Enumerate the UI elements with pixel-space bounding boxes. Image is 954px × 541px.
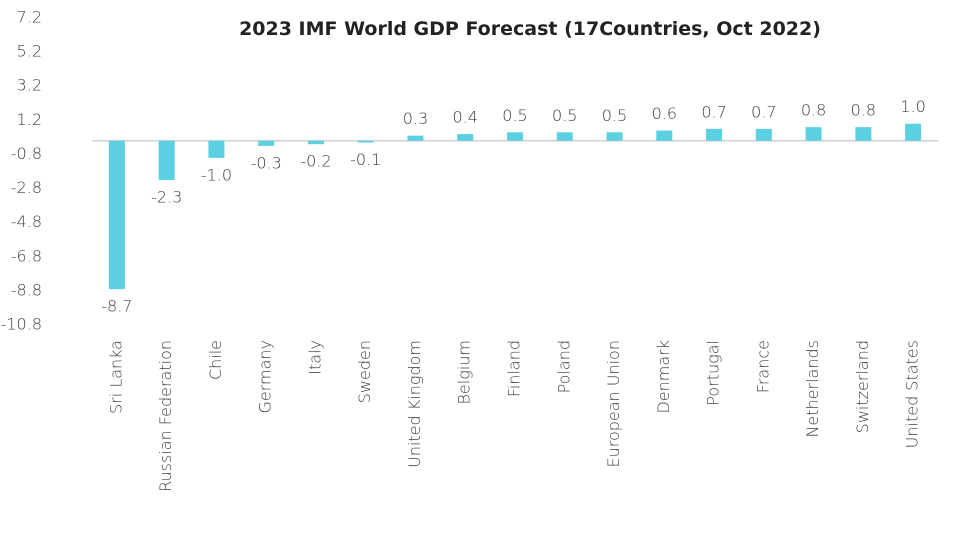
x-tick-label: Belgium: [455, 340, 474, 405]
bar: [855, 127, 872, 141]
y-tick-label: 3.2: [17, 76, 42, 95]
x-tick-label: United Kingdom: [405, 340, 424, 468]
data-label: 0.7: [751, 102, 776, 121]
data-label: 0.5: [602, 106, 627, 125]
x-tick-label: Finland: [505, 340, 524, 397]
data-label: -0.1: [350, 150, 381, 169]
bar: [805, 127, 822, 141]
data-label: 0.6: [652, 104, 677, 123]
data-label: -8.7: [101, 297, 132, 316]
bar: [407, 135, 424, 141]
data-label: -2.3: [151, 188, 182, 207]
x-tick-label: Switzerland: [853, 340, 872, 433]
bar: [258, 140, 275, 146]
chart-title: 2023 IMF World GDP Forecast (17Countries…: [239, 18, 821, 40]
data-label: 0.8: [801, 101, 826, 120]
data-label: -1.0: [201, 165, 232, 184]
x-tick-label: Sri Lanka: [106, 340, 125, 414]
bar: [706, 128, 723, 141]
data-label: -0.2: [300, 152, 331, 171]
y-tick-label: -10.8: [1, 315, 42, 334]
bar: [905, 123, 922, 141]
bar: [556, 132, 573, 141]
y-tick-label: -8.8: [11, 280, 42, 299]
x-tick-label: Poland: [554, 340, 573, 393]
x-tick-label: Netherlands: [803, 340, 822, 438]
bar: [108, 140, 125, 290]
bar: [208, 140, 225, 158]
bar: [457, 133, 474, 141]
x-tick-label: European Union: [604, 340, 623, 468]
bar: [755, 128, 772, 141]
y-tick-label: -4.8: [11, 212, 42, 231]
x-tick-label: United States: [903, 340, 922, 448]
data-label: 0.8: [851, 101, 876, 120]
x-tick-label: Denmark: [654, 340, 673, 414]
data-label: 0.7: [701, 102, 726, 121]
bar: [357, 140, 374, 143]
x-tick-label: Italy: [305, 340, 324, 375]
x-tick-label: Sweden: [355, 340, 374, 403]
y-tick-label: -6.8: [11, 246, 42, 265]
data-label: 1.0: [900, 97, 925, 116]
data-label: -0.3: [251, 153, 282, 172]
x-tick-label: Russian Federation: [156, 340, 175, 492]
y-tick-label: 7.2: [17, 8, 42, 27]
y-tick-label: 1.2: [17, 110, 42, 129]
x-tick-label: Portugal: [704, 340, 723, 406]
data-label: 0.3: [403, 109, 428, 128]
bar: [158, 140, 175, 181]
x-tick-label: France: [753, 340, 772, 393]
bar: [656, 130, 673, 141]
bar: [307, 140, 324, 145]
y-tick-label: -2.8: [11, 178, 42, 197]
data-label: 0.5: [552, 106, 577, 125]
data-label: 0.4: [453, 107, 478, 126]
bar: [606, 132, 623, 141]
data-label: 0.5: [502, 106, 527, 125]
bar: [507, 132, 523, 141]
x-tick-label: Germany: [256, 340, 275, 414]
y-tick-label: 5.2: [17, 42, 42, 61]
y-tick-label: -0.8: [11, 144, 42, 163]
x-tick-label: Chile: [206, 340, 225, 380]
